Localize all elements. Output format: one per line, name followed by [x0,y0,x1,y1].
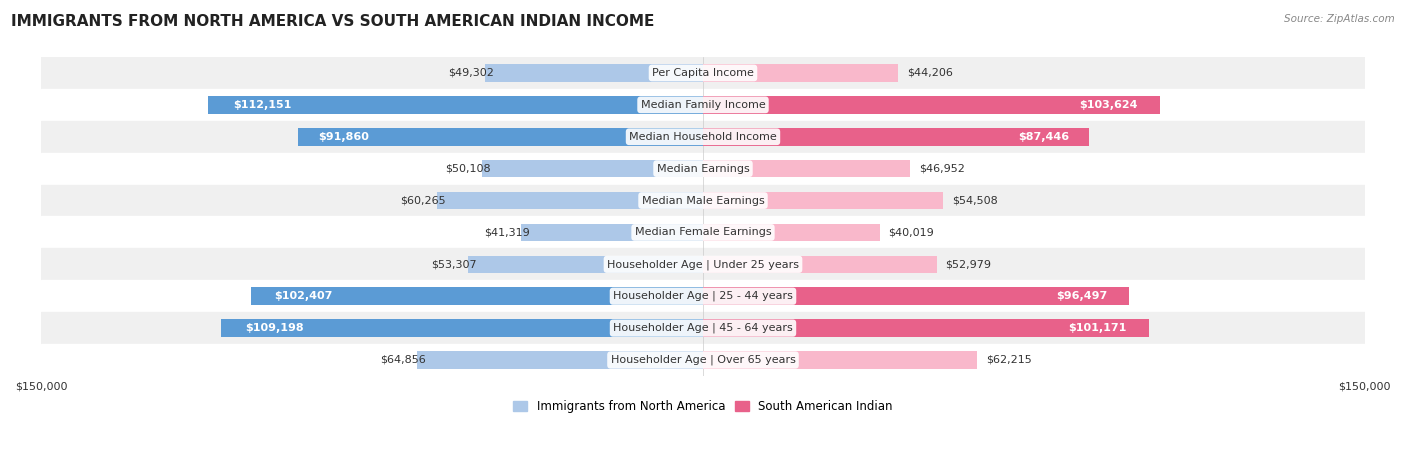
Bar [703,160,910,177]
Text: $52,979: $52,979 [946,259,991,269]
Text: $103,624: $103,624 [1078,100,1137,110]
Text: Median Family Income: Median Family Income [641,100,765,110]
Text: $44,206: $44,206 [907,68,953,78]
Text: $91,860: $91,860 [318,132,368,142]
Bar [703,224,880,241]
Bar [41,153,1365,184]
Bar [221,319,703,337]
Bar [703,319,1149,337]
Text: $40,019: $40,019 [889,227,934,237]
Bar [41,89,1365,121]
Bar [703,288,1129,305]
Bar [41,184,1365,217]
Bar [703,64,898,82]
Text: $87,446: $87,446 [1018,132,1070,142]
Bar [41,280,1365,312]
Bar [41,57,1365,89]
Bar [437,192,703,209]
Text: $101,171: $101,171 [1069,323,1128,333]
Bar [468,255,703,273]
Bar [703,255,936,273]
Text: Householder Age | 25 - 44 years: Householder Age | 25 - 44 years [613,291,793,302]
Text: $41,319: $41,319 [484,227,530,237]
Bar [208,96,703,113]
Bar [41,121,1365,153]
Text: $64,856: $64,856 [380,355,426,365]
Bar [298,128,703,146]
Text: Median Earnings: Median Earnings [657,163,749,174]
Bar [41,312,1365,344]
Text: $62,215: $62,215 [986,355,1032,365]
Text: $50,108: $50,108 [446,163,491,174]
Text: Householder Age | 45 - 64 years: Householder Age | 45 - 64 years [613,323,793,333]
Text: Householder Age | Over 65 years: Householder Age | Over 65 years [610,355,796,365]
Text: Median Female Earnings: Median Female Earnings [634,227,772,237]
Bar [416,351,703,369]
Text: Per Capita Income: Per Capita Income [652,68,754,78]
Bar [485,64,703,82]
Text: Median Male Earnings: Median Male Earnings [641,196,765,205]
Bar [703,351,977,369]
Text: $102,407: $102,407 [274,291,332,301]
Text: $109,198: $109,198 [245,323,304,333]
Text: $54,508: $54,508 [952,196,998,205]
Bar [252,288,703,305]
Text: $49,302: $49,302 [449,68,495,78]
Bar [703,128,1088,146]
Text: Median Household Income: Median Household Income [628,132,778,142]
Text: $53,307: $53,307 [432,259,477,269]
Bar [41,344,1365,376]
Text: $112,151: $112,151 [233,100,291,110]
Bar [520,224,703,241]
Bar [482,160,703,177]
Text: $96,497: $96,497 [1056,291,1108,301]
Text: Householder Age | Under 25 years: Householder Age | Under 25 years [607,259,799,269]
Bar [703,96,1160,113]
Legend: Immigrants from North America, South American Indian: Immigrants from North America, South Ame… [509,396,897,418]
Bar [703,192,943,209]
Text: IMMIGRANTS FROM NORTH AMERICA VS SOUTH AMERICAN INDIAN INCOME: IMMIGRANTS FROM NORTH AMERICA VS SOUTH A… [11,14,655,29]
Text: $46,952: $46,952 [920,163,965,174]
Text: $60,265: $60,265 [401,196,446,205]
Text: Source: ZipAtlas.com: Source: ZipAtlas.com [1284,14,1395,24]
Bar [41,217,1365,248]
Bar [41,248,1365,280]
